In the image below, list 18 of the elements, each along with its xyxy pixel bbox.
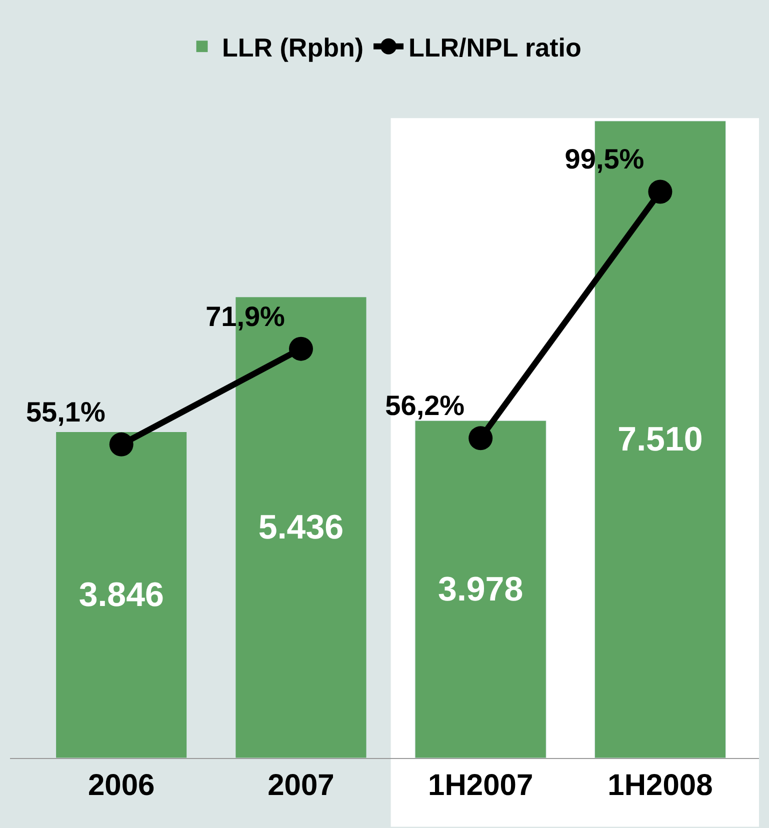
legend-label: LLR/NPL ratio: [408, 32, 582, 63]
data-label: 55,1%: [26, 396, 106, 428]
data-label: 7.510: [618, 420, 703, 458]
x-tick-label: 2006: [88, 769, 155, 802]
point: [648, 180, 672, 204]
bar: [56, 432, 188, 758]
point: [468, 426, 493, 450]
point: [288, 336, 313, 361]
x-tick-label: 2007: [268, 769, 334, 802]
data-label: 3.846: [78, 576, 164, 614]
legend-label: LLR (Rpbn): [222, 32, 364, 63]
bar: [414, 420, 546, 758]
x-tick-label: 1H2007: [428, 769, 534, 802]
x-tick-label: 1H2008: [608, 769, 713, 802]
data-label: 3.978: [438, 570, 524, 608]
point: [109, 432, 134, 456]
data-label: 5.436: [258, 508, 344, 546]
data-label: 56,2%: [385, 390, 465, 422]
